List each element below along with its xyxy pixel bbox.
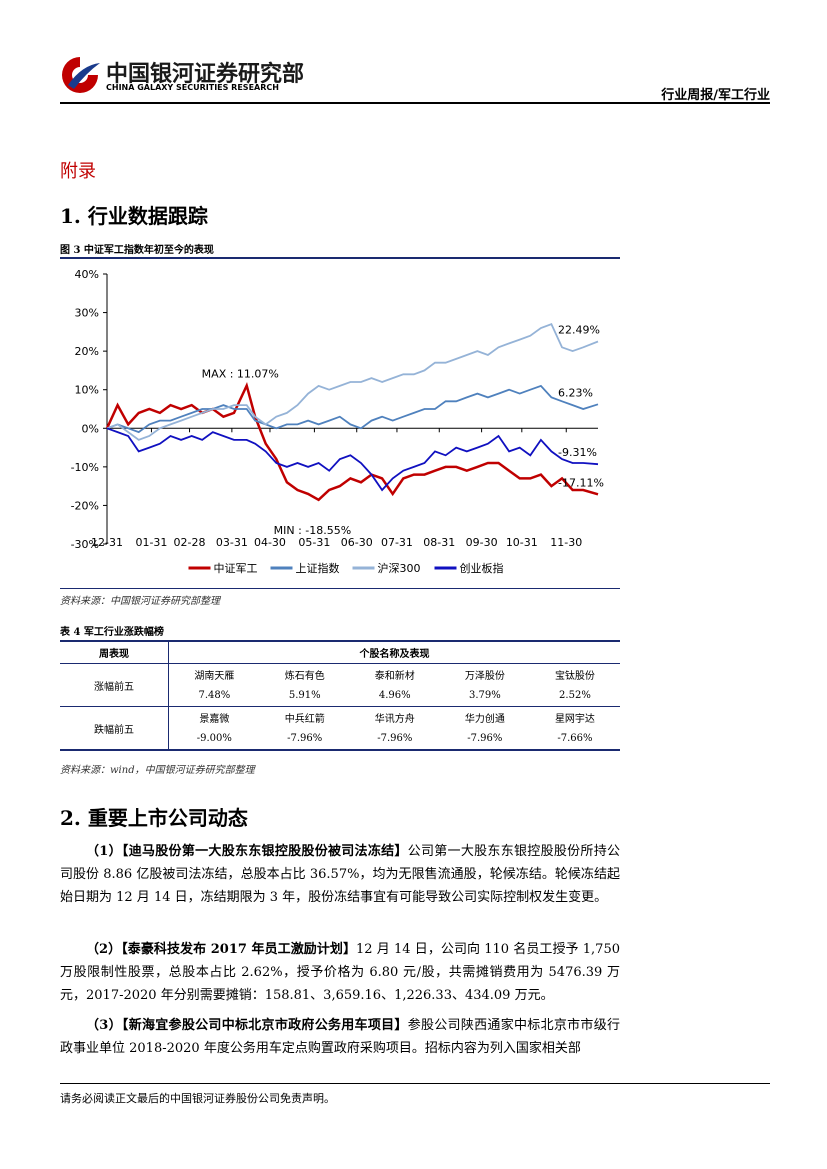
- figure-rule: [60, 588, 620, 589]
- stock-name: 湖南天雁: [194, 671, 235, 682]
- brand: 中国银河证券研究部: [106, 62, 305, 87]
- x-tick-label: 11-30: [550, 536, 582, 549]
- stock-name: 宝钛股份: [554, 671, 595, 682]
- x-tick-label: 12-31: [91, 536, 123, 549]
- x-tick-label: 07-31: [381, 536, 413, 549]
- y-tick-label: -30%: [71, 538, 99, 551]
- x-tick-label: 02-28: [174, 536, 206, 549]
- y-tick-label: 30%: [75, 307, 99, 320]
- y-tick-label: 20%: [75, 345, 99, 358]
- header-rule: [60, 102, 770, 104]
- annotation: MIN : -18.55%: [274, 524, 352, 537]
- annotation: -17.11%: [558, 476, 604, 489]
- y-tick-label: 0%: [82, 422, 99, 435]
- legend-label: 创业板指: [460, 561, 504, 575]
- table-title: 表 4 军工行业涨跌幅榜: [60, 627, 164, 638]
- section-title: 1. 行业数据跟踪: [60, 204, 208, 228]
- row: 7.48% 5.91% 4.96% 3.79% 2.52%: [60, 685, 620, 707]
- paragraph-lead: （3）【新海宜参股公司中标北京市政府公务用车项目】: [86, 1018, 408, 1033]
- x-tick-label: 01-31: [135, 536, 167, 549]
- stock-name: 华力创通: [439, 706, 530, 728]
- series-line: [106, 384, 599, 434]
- y-tick-label: -10%: [71, 461, 99, 474]
- stock-name: 泰和新材: [374, 671, 415, 682]
- row: 涨幅前五 湖南天雁 炼石有色 泰和新材 万泽股份 宝钛股份: [60, 663, 620, 707]
- header-cell: 周表现: [60, 641, 169, 664]
- header-row: 周表现 个股名称及表现: [60, 641, 620, 664]
- annotation: MAX : 11.07%: [202, 368, 279, 381]
- appendix: 附录: [60, 161, 96, 182]
- source: 资料来源：wind，中国银河证券研究部整理: [60, 765, 255, 776]
- annotation: 22.49%: [558, 324, 600, 337]
- stock-change: -7.96%: [377, 733, 413, 744]
- chart: -30% -20% -10% 0% 10% 20% 30% 40% 12-31 01-31 02-2…: [71, 268, 604, 575]
- row: 跌幅前五 景嘉微 中兵红箭 华讯方舟 华力创通 星网宇达: [60, 706, 620, 750]
- figure-rule: [60, 257, 620, 259]
- stock-name: 中兵红箭: [259, 706, 350, 728]
- paragraph: （3）【新海宜参股公司中标北京市政府公务用车项目】参股公司陕西通家中标北京市市级…: [60, 1014, 620, 1060]
- legend-label: 沪深300: [378, 561, 421, 575]
- annotation: -9.31%: [558, 446, 597, 459]
- y-tick-label: 40%: [75, 268, 99, 281]
- stock-change: 4.96%: [378, 690, 411, 701]
- series-line: [106, 322, 599, 441]
- stock-name: 景嘉微: [168, 706, 260, 728]
- paragraph-lead: （2）【泰豪科技发布 2017 年员工激励计划】: [86, 942, 357, 957]
- paragraph-text: 参股公司陕西通家中标北京市市级行政事业单位 2018-2020 年度公务用车定点…: [60, 1018, 620, 1056]
- paragraph-text: 公司第一大股东东银控股股份所持公司股份 8.86 亿股被司法冻结，总股本占比 3…: [60, 844, 620, 905]
- y-tick-label: 10%: [75, 384, 99, 397]
- series-line: [106, 427, 599, 492]
- paragraph-lead: （1）【迪马股份第一大股东东银控股股份被司法冻结】: [86, 844, 408, 859]
- stock-change: -7.96%: [287, 733, 323, 744]
- stock-change: 7.48%: [198, 690, 231, 701]
- footer: 请务必阅读正文最后的中国银河证券股份公司免责声明。: [60, 1092, 335, 1105]
- x-tick-label: 08-31: [423, 536, 455, 549]
- stock-change: 3.79%: [468, 690, 501, 701]
- section-title: 2. 重要上市公司动态: [60, 806, 248, 830]
- stock-change: 5.91%: [288, 690, 321, 701]
- stock-change: -7.96%: [467, 733, 503, 744]
- legend-label: 中证军工: [214, 562, 258, 575]
- x-tick-label: 03-31: [216, 536, 248, 549]
- stock-name: 炼石有色: [284, 671, 325, 682]
- paragraph: （2）【泰豪科技发布 2017 年员工激励计划】12 月 14 日，公司向 11…: [60, 938, 620, 1007]
- stock-name: 华讯方舟: [349, 706, 440, 728]
- row-label: 跌幅前五: [60, 706, 169, 750]
- paragraph-text: 12 月 14 日，公司向 110 名员工授予 1,750 万股限制性股票，总股…: [60, 942, 620, 1003]
- annotation: 6.23%: [558, 386, 593, 399]
- paragraph: （1）【迪马股份第一大股东东银控股股份被司法冻结】公司第一大股东东银控股股份所持…: [60, 840, 620, 909]
- footer-rule: [60, 1083, 770, 1084]
- y-tick-label: -20%: [71, 499, 99, 512]
- stock-name: 万泽股份: [464, 671, 505, 682]
- header-cell: 个股名称及表现: [359, 649, 430, 660]
- x-tick-label: 04-30: [254, 536, 286, 549]
- x-tick-label: 05-31: [298, 536, 330, 549]
- x-tick-label: 09-30: [466, 536, 498, 549]
- table: 周表现 个股名称及表现涨幅前五 湖南天雁 炼石有色 泰和新材 万泽股份 宝钛股份 7.48% 5…: [60, 640, 620, 751]
- source: 资料来源：中国银河证券研究部整理: [60, 596, 220, 607]
- x-tick-label: 06-30: [341, 536, 373, 549]
- x-tick-label: 10-31: [506, 536, 538, 549]
- report-type: 行业周报/军工行业: [661, 88, 770, 103]
- brand-en: CHINA GALAXY SECURITIES RESEARCH: [106, 83, 279, 92]
- stock-change: -7.66%: [557, 733, 593, 744]
- stock-name: 星网宇达: [529, 706, 620, 728]
- stock-change: -9.00%: [196, 733, 232, 744]
- figure-title: 图 3 中证军工指数年初至今的表现: [60, 245, 214, 256]
- series-line: [105, 381, 599, 502]
- row-label: 涨幅前五: [60, 663, 169, 707]
- row: -9.00% -7.96% -7.96% -7.96% -7.66%: [60, 728, 620, 750]
- logo: [62, 57, 100, 93]
- stock-change: 2.52%: [559, 690, 591, 701]
- legend-label: 上证指数: [296, 561, 340, 575]
